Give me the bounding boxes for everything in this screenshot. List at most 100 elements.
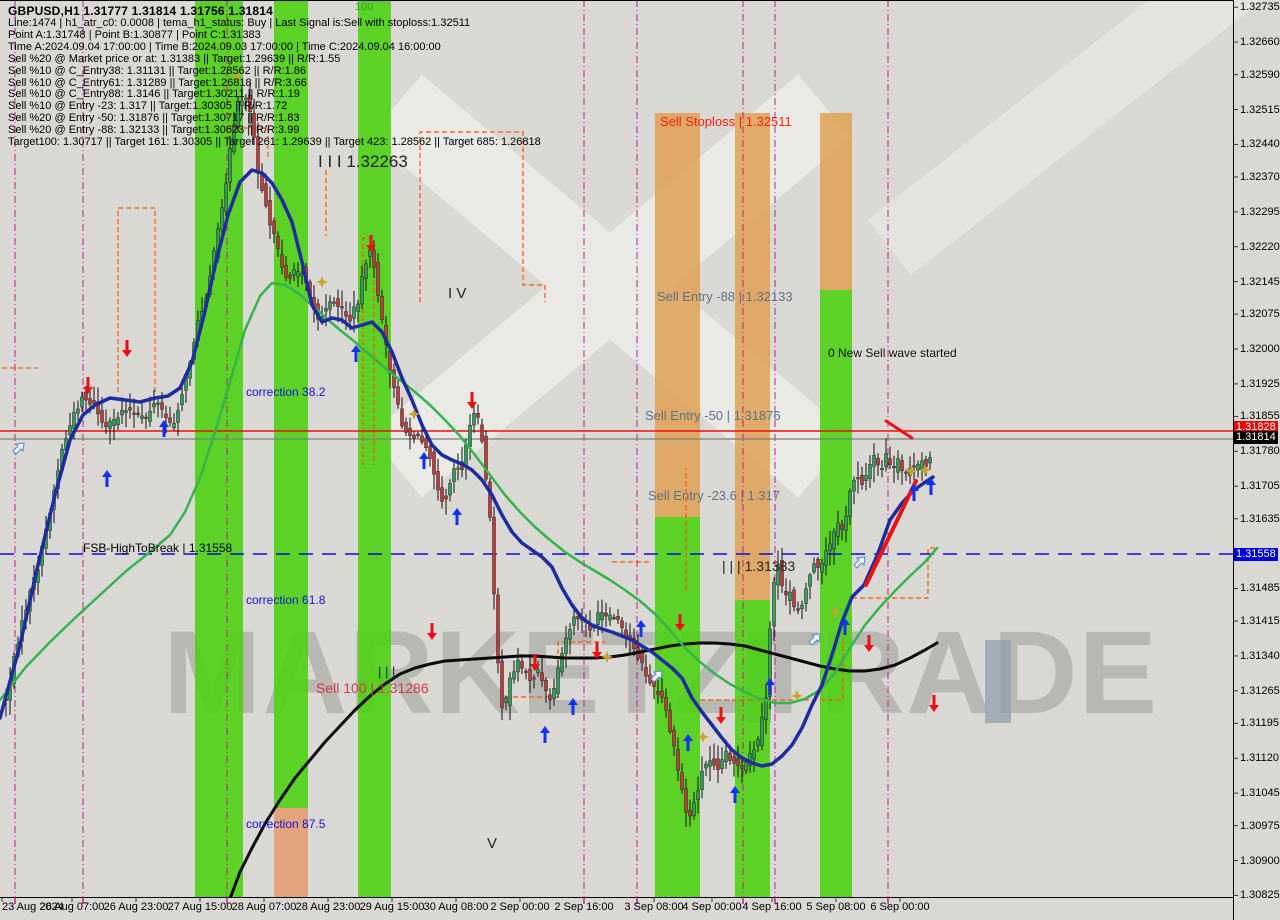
fib-time-zone bbox=[655, 517, 700, 897]
price-highlight-label: 1.31828 bbox=[1234, 421, 1278, 434]
sell-arrow-icon bbox=[716, 707, 726, 724]
buy-arrow-icon bbox=[683, 734, 693, 751]
envelope-line bbox=[852, 547, 937, 599]
red-signal-segment bbox=[884, 419, 914, 440]
star-marker-icon bbox=[697, 731, 709, 743]
star-marker-icon bbox=[601, 651, 613, 663]
time-tick-label: 2 Sep 00:00 bbox=[490, 901, 550, 913]
sell-arrow-icon bbox=[467, 392, 477, 409]
sell-arrow-icon bbox=[530, 654, 540, 671]
buy-arrow-icon bbox=[926, 478, 936, 495]
price-tick-label: 1.32295 bbox=[1240, 205, 1280, 218]
fib-time-zone bbox=[735, 113, 770, 600]
time-tick-label: 2 Sep 16:00 bbox=[554, 901, 614, 913]
price-tick-label: 1.31195 bbox=[1240, 717, 1279, 730]
price-tick-label: 1.32660 bbox=[1240, 36, 1280, 49]
info-line: Sell %10 @ C_Entry88: 1.3146 || Target:1… bbox=[8, 88, 300, 101]
time-tick-label: 27 Aug 15:00 bbox=[167, 901, 233, 913]
price-tick-label: 1.32735 bbox=[1240, 1, 1280, 14]
buy-arrow-icon bbox=[636, 620, 646, 637]
star-marker-icon bbox=[231, 70, 243, 82]
price-tick-label: 1.31340 bbox=[1240, 649, 1280, 662]
time-tick-label: 3 Sep 08:00 bbox=[624, 901, 684, 913]
price-tick-label: 1.32370 bbox=[1240, 170, 1280, 183]
continuation-arrow-icon bbox=[650, 670, 663, 683]
tema-fast-ma-line bbox=[0, 168, 935, 768]
price-tick-label: 1.31120 bbox=[1240, 752, 1279, 765]
sell-arrow-icon bbox=[929, 695, 939, 712]
time-tick-label: 4 Sep 16:00 bbox=[742, 901, 802, 913]
medium-ma-line bbox=[0, 281, 939, 705]
info-line: Sell %10 @ C_Entry61: 1.31289 || Target:… bbox=[8, 76, 307, 89]
price-axis-panel[interactable]: 1.32735 1.32660 1.32590 1.32515 1.32440 1.323… bbox=[1233, 0, 1280, 920]
price-tick-label: 1.31045 bbox=[1240, 787, 1280, 800]
price-tick-label: 1.32145 bbox=[1240, 275, 1280, 288]
envelope-line bbox=[362, 237, 375, 465]
watermark-block-2 bbox=[985, 640, 1011, 723]
price-tick-label: 1.32000 bbox=[1240, 343, 1280, 356]
chart-layers bbox=[0, 0, 1233, 897]
buy-arrow-icon bbox=[840, 618, 850, 635]
continuation-arrow-icon bbox=[12, 442, 25, 455]
buy-arrow-icon bbox=[765, 678, 775, 695]
buy-arrow-icon bbox=[909, 484, 919, 501]
time-tick-label: 6 Sep 00:00 bbox=[870, 901, 930, 913]
info-line: Point A:1.31748 | Point B:1.30877 | Poin… bbox=[8, 28, 261, 41]
info-line: Sell %10 @ Entry -23: 1.317 || Target:1.… bbox=[8, 100, 288, 113]
star-marker-icon bbox=[316, 276, 328, 288]
info-line: Sell %20 @ Entry -50: 1.31876 || Target:… bbox=[8, 112, 300, 125]
star-marker-icon bbox=[829, 606, 841, 618]
info-line: Line:1474 | h1_atr_c0: 0.0008 | tema_h1_… bbox=[8, 17, 471, 29]
price-tick-label: 1.31780 bbox=[1240, 445, 1280, 458]
buy-arrow-icon bbox=[102, 470, 112, 487]
price-tick-label: 1.31705 bbox=[1240, 480, 1280, 493]
fib-time-zone bbox=[820, 290, 852, 897]
buy-arrow-icon bbox=[540, 726, 550, 743]
price-tick-label: 1.32220 bbox=[1240, 240, 1280, 253]
price-tick-label: 1.32075 bbox=[1240, 308, 1280, 321]
sell-arrow-icon bbox=[366, 235, 376, 252]
price-tick-label: 1.32590 bbox=[1240, 68, 1280, 81]
price-tick-label: 1.30975 bbox=[1240, 819, 1280, 832]
sell-arrow-icon bbox=[427, 623, 437, 640]
price-tick-label: 1.31485 bbox=[1240, 582, 1280, 595]
price-tick-label: 1.32515 bbox=[1240, 103, 1280, 116]
star-marker-icon bbox=[791, 690, 803, 702]
signal-markers-layer bbox=[12, 70, 939, 803]
price-highlight-label: 1.31814 bbox=[1234, 431, 1278, 444]
buy-arrow-icon bbox=[568, 698, 578, 715]
info-line: Time A:2024.09.04 17:00:00 | Time B:2024… bbox=[8, 40, 441, 53]
sell-arrow-icon bbox=[675, 614, 685, 631]
red-signal-segment bbox=[864, 479, 918, 587]
sell-arrow-icon bbox=[592, 642, 602, 659]
time-tick-label: 28 Aug 07:00 bbox=[231, 901, 297, 913]
envelope-line bbox=[228, 127, 269, 158]
price-tick-label: 1.30900 bbox=[1240, 854, 1280, 867]
time-tick-label: 26 Aug 07:00 bbox=[39, 901, 105, 913]
continuation-arrow-icon bbox=[853, 556, 866, 569]
price-tick-label: 1.31925 bbox=[1240, 377, 1280, 390]
time-tick-label: 4 Sep 00:00 bbox=[682, 901, 742, 913]
time-axis-panel[interactable]: 23 Aug 2024 26 Aug 07:00 26 Aug 23:00 27 Au… bbox=[0, 897, 1233, 920]
time-tick-label: 29 Aug 15:00 bbox=[359, 901, 425, 913]
info-line: Sell %10 @ C_Entry38: 1.31131 || Target:… bbox=[8, 64, 306, 77]
price-tick-label: 1.31265 bbox=[1240, 684, 1280, 697]
buy-arrow-icon bbox=[452, 508, 462, 525]
time-tick-label: 23 Aug 2024 bbox=[2, 901, 64, 913]
time-tick-label: 26 Aug 23:00 bbox=[103, 901, 169, 913]
buy-arrow-icon bbox=[351, 345, 361, 362]
star-marker-icon bbox=[905, 465, 917, 477]
star-marker-icon bbox=[919, 464, 931, 476]
price-tick-label: 1.31855 bbox=[1240, 410, 1280, 423]
fib-time-zone bbox=[274, 808, 308, 897]
buy-arrow-icon bbox=[159, 420, 169, 437]
time-tick-label: 30 Aug 08:00 bbox=[423, 901, 489, 913]
symbol-info-overlay: GBPUSD,H1 1.31777 1.31814 1.31756 1.3181… bbox=[8, 4, 541, 149]
price-tick-label: 1.31415 bbox=[1240, 615, 1280, 628]
price-highlight-label: 1.31558 bbox=[1234, 548, 1278, 561]
sell-arrow-icon bbox=[83, 377, 93, 394]
price-tick-label: 1.31635 bbox=[1240, 512, 1280, 525]
time-tick-label: 5 Sep 08:00 bbox=[806, 901, 866, 913]
symbol-ohlc-title: GBPUSD,H1 1.31777 1.31814 1.31756 1.3181… bbox=[8, 4, 274, 18]
